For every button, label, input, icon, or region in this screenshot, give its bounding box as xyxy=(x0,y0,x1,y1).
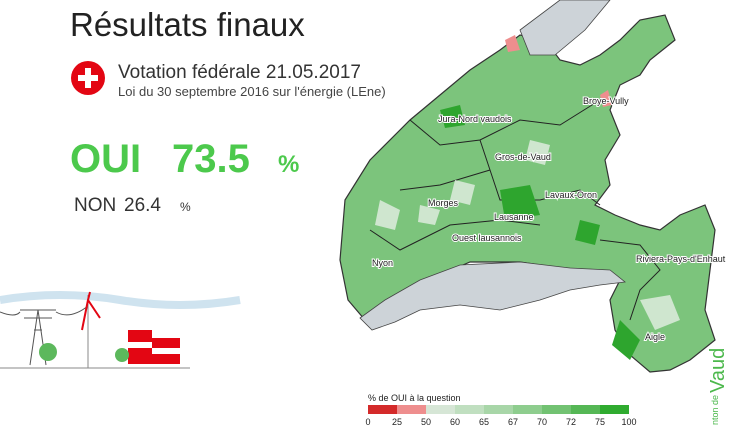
legend-tick-label: 100 xyxy=(621,417,636,427)
legend-swatch xyxy=(571,405,600,414)
legend-title: % de OUI à la question xyxy=(368,393,461,403)
legend-tick-label: 65 xyxy=(479,417,489,427)
district-label: Gros-de-Vaud xyxy=(495,152,551,162)
energy-illustration xyxy=(0,291,241,369)
yes-unit: % xyxy=(278,151,299,178)
district-label: Ouest lausannois xyxy=(452,233,522,243)
no-label: NON xyxy=(74,195,116,216)
brand-name: Vaud xyxy=(707,348,729,393)
legend-swatch xyxy=(542,405,571,414)
legend: % de OUI à la question 0 25 50 60 65 67 70 72 75… xyxy=(365,393,636,427)
question: Loi du 30 septembre 2016 sur l'énergie (… xyxy=(118,84,386,99)
subtitle: Votation fédérale 21.05.2017 xyxy=(118,62,361,83)
legend-swatch xyxy=(484,405,513,414)
lake-neuchatel xyxy=(519,0,611,56)
legend-tick-label: 70 xyxy=(537,417,547,427)
legend-tick-label: 60 xyxy=(450,417,460,427)
swiss-flag xyxy=(71,61,105,95)
legend-tick-label: 72 xyxy=(566,417,576,427)
lake-geneva xyxy=(359,261,626,331)
brand-prefix: nton de xyxy=(710,395,720,425)
map: Jura-Nord vaudois Broye-Vully Gros-de-Va… xyxy=(339,0,727,373)
district-label: Broye-Vully xyxy=(583,96,629,106)
district-label: Nyon xyxy=(372,258,393,268)
legend-swatch xyxy=(600,405,629,414)
legend-tick-label: 75 xyxy=(595,417,605,427)
legend-swatch xyxy=(426,405,455,414)
title: Résultats finaux xyxy=(70,6,305,43)
legend-tick-label: 25 xyxy=(392,417,402,427)
brand: nton de Vaud xyxy=(707,348,729,425)
no-value: 26.4 xyxy=(124,195,161,216)
legend-swatch xyxy=(368,405,397,414)
legend-swatch xyxy=(397,405,426,414)
dark-patches xyxy=(440,105,640,360)
legend-swatch xyxy=(513,405,542,414)
light-patches xyxy=(375,140,680,330)
district-label: Lavaux-Oron xyxy=(545,190,597,200)
district-label: Aigle xyxy=(645,332,665,342)
yes-value: 73.5 xyxy=(172,137,250,181)
district-label: Riviera-Pays-d'Enhaut xyxy=(636,254,726,264)
district-label: Morges xyxy=(428,198,459,208)
district-label: Jura-Nord vaudois xyxy=(438,114,512,124)
legend-tick-label: 67 xyxy=(508,417,518,427)
legend-tick-label: 50 xyxy=(421,417,431,427)
legend-tick-label: 0 xyxy=(365,417,370,427)
legend-swatch xyxy=(455,405,484,414)
district-label: Lausanne xyxy=(494,212,534,222)
yes-label: OUI xyxy=(70,137,141,181)
red-patches xyxy=(505,35,612,107)
no-unit: % xyxy=(180,200,191,214)
